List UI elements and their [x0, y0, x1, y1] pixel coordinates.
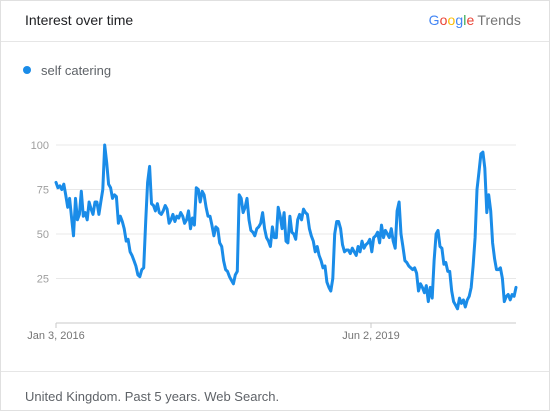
legend-label: self catering: [41, 62, 112, 78]
brand-letter: g: [455, 12, 464, 28]
x-axis-ticks: Jan 3, 2016 Jun 2, 2019: [27, 323, 400, 342]
chart-gridlines: [56, 144, 516, 279]
google-wordmark: Google: [429, 12, 475, 28]
brand-letter: o: [439, 12, 448, 28]
series-lines: [54, 143, 518, 311]
brand-letter: l: [463, 12, 467, 28]
y-axis-ticks: 25 50 75 100: [31, 140, 49, 286]
y-tick-label: 75: [37, 185, 49, 197]
x-tick-label: Jan 3, 2016: [27, 330, 85, 342]
card-title: Interest over time: [25, 12, 134, 28]
card-footer: United Kingdom. Past 5 years. Web Search…: [1, 371, 549, 411]
brand-letter: e: [466, 12, 475, 28]
footer-description: United Kingdom. Past 5 years. Web Search…: [25, 389, 280, 404]
y-tick-label: 50: [37, 229, 49, 241]
series-line-self-catering[interactable]: [54, 143, 518, 311]
card-header: Interest over time Google Trends: [1, 1, 549, 42]
chart-legend[interactable]: self catering: [23, 62, 111, 78]
brand-letter: G: [428, 12, 440, 28]
series-color-dot: [23, 66, 31, 74]
x-tick-label: Jun 2, 2019: [342, 330, 400, 342]
trends-wordmark: Trends: [477, 12, 521, 28]
google-trends-logo[interactable]: Google Trends: [429, 12, 521, 28]
y-tick-label: 25: [37, 274, 49, 286]
y-tick-label: 100: [31, 140, 49, 152]
line-chart: 25 50 75 100 Jan 3, 2016 Jun 2, 2019: [27, 140, 518, 342]
brand-letter: o: [447, 12, 456, 28]
